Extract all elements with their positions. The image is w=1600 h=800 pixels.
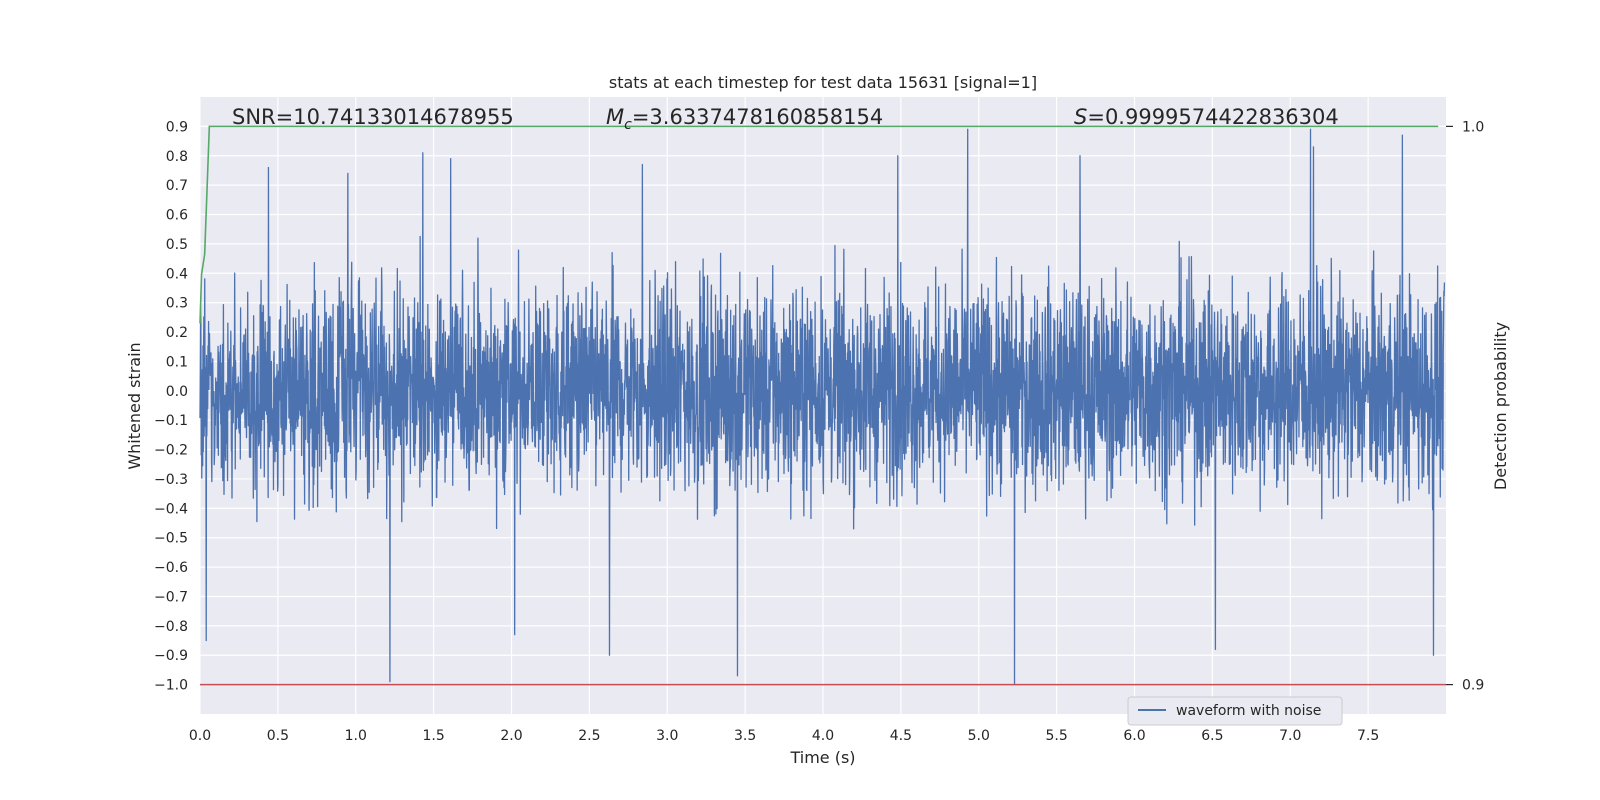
right-y-tick-label: 1.0 <box>1462 119 1484 135</box>
x-tick-label: 1.5 <box>422 728 444 744</box>
x-tick-label: 0.0 <box>189 728 211 744</box>
x-tick-label: 4.5 <box>890 728 912 744</box>
y-tick-label: −0.9 <box>154 648 188 664</box>
y-tick-label: −1.0 <box>154 678 188 694</box>
series-detection-probability <box>199 125 1439 324</box>
y-tick-label: 0.3 <box>166 296 188 312</box>
detection-score-symbol: S <box>1074 105 1087 129</box>
x-tick-label: 3.5 <box>734 728 756 744</box>
x-tick-label: 0.5 <box>267 728 289 744</box>
y-tick-label: −0.6 <box>154 560 188 576</box>
x-tick-label: 1.0 <box>345 728 367 744</box>
y-tick-label: −0.4 <box>154 501 188 517</box>
legend-box <box>1127 696 1343 726</box>
y-tick-label: 0.0 <box>166 384 188 400</box>
y-tick-label: 0.9 <box>166 119 188 135</box>
chirp-mass-annotation: Mc=3.6337478160858154 <box>606 105 883 133</box>
chart-title: stats at each timestep for test data 156… <box>609 73 1037 92</box>
x-tick-label: 6.0 <box>1123 728 1145 744</box>
y-tick-label: 0.7 <box>166 178 188 194</box>
legend-label-waveform: waveform with noise <box>1176 703 1321 719</box>
detection-score-annotation: S=0.9999574422836304 <box>1074 105 1339 129</box>
y-tick-label: −0.8 <box>154 619 188 635</box>
chirp-mass-subscript: c <box>624 117 632 133</box>
series-waveform-with-noise <box>199 128 1446 686</box>
x-tick-label: 7.5 <box>1357 728 1379 744</box>
x-tick-label: 3.0 <box>656 728 678 744</box>
x-tick-labels: 0.0 0.5 1.0 1.5 2.0 2.5 3.0 3.5 4.0 4.5 5.0 5.5 6.0 6… <box>189 728 1379 744</box>
x-tick-label: 2.5 <box>578 728 600 744</box>
x-tick-label: 5.5 <box>1045 728 1067 744</box>
y-tick-label: 0.8 <box>166 149 188 165</box>
x-axis-label: Time (s) <box>789 748 855 767</box>
x-tick-label: 2.0 <box>500 728 522 744</box>
y-axis-label: Whitened strain <box>125 342 144 469</box>
legend: waveform with noise <box>1127 696 1343 726</box>
chirp-mass-value: =3.6337478160858154 <box>632 105 883 129</box>
y-tick-label: 0.1 <box>166 354 188 370</box>
x-tick-label: 4.0 <box>812 728 834 744</box>
y-tick-label: −0.5 <box>154 531 188 547</box>
chirp-mass-symbol: M <box>606 105 624 129</box>
y-tick-label: 0.5 <box>166 237 188 253</box>
right-y-tick-label: 0.9 <box>1462 678 1484 694</box>
y-tick-labels: 0.9 0.8 0.7 0.6 0.5 0.4 0.3 0.2 0.1 0.0 −0.1 −0.2 −0… <box>154 119 188 693</box>
y-tick-label: 0.2 <box>166 325 188 341</box>
y-tick-label: 0.6 <box>166 208 188 224</box>
right-y-tick-labels: 1.0 0.9 <box>1446 119 1484 694</box>
right-y-axis-label: Detection probability <box>1491 322 1510 490</box>
y-tick-label: −0.1 <box>154 413 188 429</box>
y-tick-label: 0.4 <box>166 266 188 282</box>
series-layer <box>199 125 1446 686</box>
snr-annotation: SNR=10.74133014678955 <box>232 105 514 129</box>
y-tick-label: −0.3 <box>154 472 188 488</box>
x-tick-label: 5.0 <box>968 728 990 744</box>
detection-score-value: =0.9999574422836304 <box>1087 105 1338 129</box>
y-tick-label: −0.7 <box>154 589 188 605</box>
x-tick-label: 6.5 <box>1201 728 1223 744</box>
y-tick-label: −0.2 <box>154 443 188 459</box>
x-tick-label: 7.0 <box>1279 728 1301 744</box>
